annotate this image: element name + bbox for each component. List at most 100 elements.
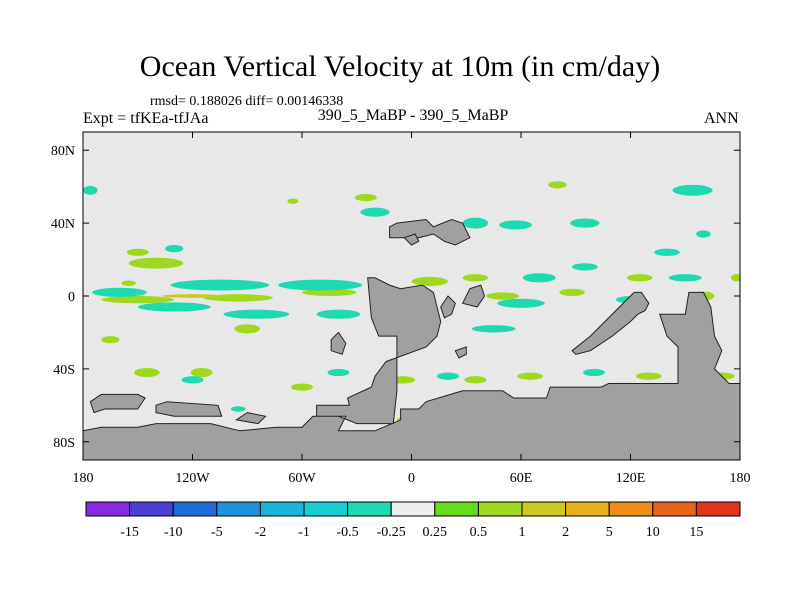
x-tick-label: 60E bbox=[510, 471, 533, 486]
axis-layer: 180 120W 60W 0 60E 120E 180 80N 40N 0 40S 80S bbox=[51, 132, 751, 486]
anomaly-patch bbox=[464, 376, 487, 384]
colorbar-label: 0.5 bbox=[470, 525, 488, 540]
case-label: 390_5_MaBP - 390_5_MaBP bbox=[317, 107, 509, 124]
y-tick-label: 0 bbox=[68, 290, 75, 305]
anomaly-patch bbox=[223, 309, 290, 319]
anomaly-patch bbox=[291, 383, 313, 391]
colorbar-label: -1 bbox=[298, 525, 310, 540]
landmass bbox=[403, 233, 420, 246]
x-tick-label: 180 bbox=[73, 471, 94, 486]
colorbar-label: 0.25 bbox=[423, 525, 448, 540]
x-tick-label: 60W bbox=[288, 471, 316, 486]
anomaly-patch bbox=[668, 274, 702, 282]
anomaly-patch bbox=[128, 257, 184, 269]
landmass bbox=[83, 277, 740, 460]
anomaly-patch bbox=[234, 324, 261, 334]
anomaly-patch bbox=[170, 279, 270, 291]
colorbar-swatch bbox=[608, 501, 654, 517]
anomaly-patch bbox=[181, 376, 204, 384]
colorbar-label: -15 bbox=[120, 525, 139, 540]
experiment-label: Expt = tfKEa-tfJAa bbox=[83, 110, 209, 127]
y-tick-label: 40N bbox=[51, 217, 75, 232]
anomaly-patch bbox=[121, 280, 136, 286]
anomaly-patch bbox=[696, 230, 711, 238]
colorbar-swatch bbox=[477, 501, 523, 517]
landmass bbox=[389, 218, 471, 246]
anomaly-patch bbox=[354, 193, 377, 202]
anomaly-patch bbox=[278, 279, 363, 291]
anomaly-patch bbox=[583, 368, 605, 377]
landmass bbox=[440, 295, 456, 319]
chart-title: Ocean Vertical Velocity at 10m (in cm/da… bbox=[139, 50, 661, 83]
anomaly-patch bbox=[327, 368, 350, 377]
anomaly-patch bbox=[654, 248, 680, 256]
colorbar-swatch bbox=[434, 501, 479, 517]
colorbar-swatch bbox=[390, 501, 436, 517]
anomaly-patch bbox=[165, 244, 184, 253]
anomaly-patch bbox=[190, 367, 213, 378]
colorbar-label: 2 bbox=[562, 525, 569, 540]
anomaly-patch bbox=[522, 273, 556, 283]
colorbar-label: 5 bbox=[606, 525, 613, 540]
anomaly-patch bbox=[517, 372, 543, 380]
anomaly-patch bbox=[137, 302, 211, 312]
anomaly-patch bbox=[101, 336, 120, 344]
landmass bbox=[461, 284, 486, 308]
anomaly-patch bbox=[471, 325, 516, 333]
anomaly-patch bbox=[92, 287, 147, 297]
colorbar-label: -0.25 bbox=[377, 525, 406, 540]
colorbar-swatch bbox=[565, 501, 610, 517]
land-layer bbox=[83, 218, 740, 460]
colorbar-swatch bbox=[521, 501, 567, 517]
landmass bbox=[234, 412, 267, 425]
anomaly-layer bbox=[83, 181, 740, 436]
anomaly-patch bbox=[134, 367, 160, 378]
anomaly-patch bbox=[161, 294, 224, 298]
anomaly-patch bbox=[411, 276, 448, 286]
colorbar-swatch bbox=[172, 501, 218, 517]
season-label: ANN bbox=[704, 110, 739, 127]
colorbar-swatch bbox=[652, 501, 697, 517]
colorbar-label: 10 bbox=[646, 525, 660, 540]
colorbar-label: 1 bbox=[519, 525, 526, 540]
colorbar-label: -0.5 bbox=[337, 525, 359, 540]
colorbar-swatch bbox=[347, 501, 392, 517]
colorbar-label: -10 bbox=[164, 525, 183, 540]
anomaly-patch bbox=[486, 292, 520, 300]
colorbar: -15 -10 -5 -2 -1 -0.5 -0.25 0.25 0.5 1 2 5 10 15 bbox=[85, 501, 741, 540]
landmass bbox=[571, 291, 650, 355]
colorbar-swatch bbox=[303, 501, 349, 517]
anomaly-patch bbox=[302, 288, 357, 296]
colorbar-swatch bbox=[85, 501, 131, 517]
colorbar-label: -2 bbox=[255, 525, 267, 540]
x-tick-label: 120W bbox=[175, 471, 210, 486]
anomaly-patch bbox=[570, 218, 600, 228]
anomaly-patch bbox=[101, 296, 175, 304]
anomaly-patch bbox=[360, 207, 390, 217]
anomaly-patch bbox=[497, 298, 545, 308]
colorbar-swatch bbox=[259, 501, 305, 517]
anomaly-patch bbox=[462, 274, 489, 282]
anomaly-patch bbox=[730, 274, 740, 282]
anomaly-patch bbox=[316, 309, 361, 319]
anomaly-patch bbox=[83, 185, 98, 195]
landmass bbox=[89, 393, 146, 414]
colorbar-swatch bbox=[216, 501, 261, 517]
anomaly-patch bbox=[635, 372, 662, 380]
anomaly-patch bbox=[126, 248, 149, 256]
stats-label: rmsd= 0.188026 diff= 0.00146338 bbox=[150, 94, 344, 109]
colorbar-label: -5 bbox=[211, 525, 223, 540]
anomaly-patch bbox=[572, 263, 598, 271]
anomaly-patch bbox=[287, 198, 299, 204]
colorbar-swatch bbox=[695, 501, 741, 517]
landmass bbox=[155, 401, 223, 417]
y-tick-label: 80S bbox=[53, 436, 75, 451]
anomaly-patch bbox=[437, 372, 459, 380]
colorbar-swatch bbox=[129, 501, 174, 517]
y-tick-label: 40S bbox=[53, 363, 75, 378]
anomaly-patch bbox=[462, 217, 489, 229]
x-tick-label: 120E bbox=[616, 471, 646, 486]
anomaly-patch bbox=[559, 288, 585, 296]
anomaly-patch bbox=[626, 274, 653, 282]
